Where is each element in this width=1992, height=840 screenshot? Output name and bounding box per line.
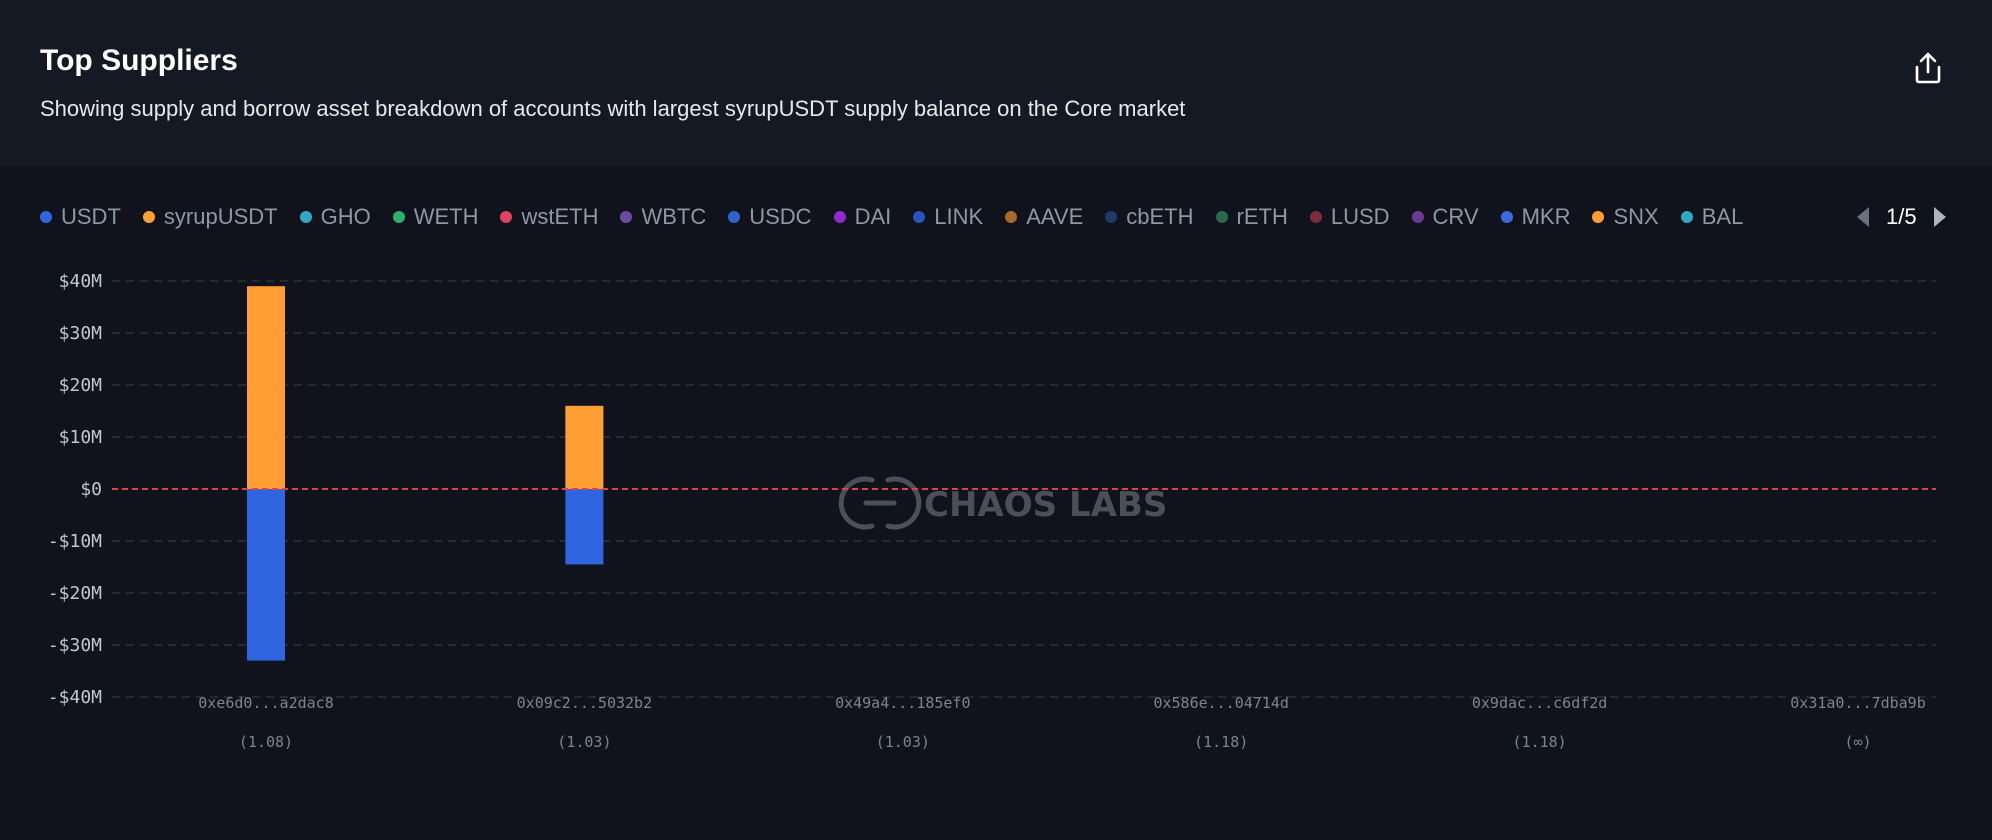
legend-item-gho[interactable]: GHO xyxy=(299,200,371,234)
legend-dot-icon xyxy=(1215,211,1228,223)
x-tick-label: 0x9dac...c6df2d xyxy=(1472,694,1607,712)
bars-layer xyxy=(247,286,604,661)
legend-dot-icon xyxy=(1592,211,1605,223)
legend-item-lusd[interactable]: LUSD xyxy=(1309,200,1390,234)
legend-item-reth[interactable]: rETH xyxy=(1215,200,1288,234)
card-subtitle: Showing supply and borrow asset breakdow… xyxy=(40,96,1186,121)
legend-item-syrupusdt[interactable]: syrupUSDT xyxy=(142,200,278,234)
legend-dot-icon xyxy=(392,211,405,223)
card-title: Top Suppliers xyxy=(40,44,238,77)
stacked-bar-chart: CHAOS LABS $40M $30M $20M $10M $0 -$10M -$20M -… xyxy=(48,271,1936,751)
legend-dot-icon xyxy=(833,211,846,223)
chart-legend: USDT syrupUSDT GHO WETH wstETH WBTC USDC DAI LIN… xyxy=(40,200,1830,234)
legend-label: USDT xyxy=(61,204,121,229)
legend-label: WBTC xyxy=(641,204,707,229)
x-tick-label: 0x49a4...185ef0 xyxy=(835,694,970,712)
legend-item-usdt[interactable]: USDT xyxy=(40,200,121,234)
legend-dot-icon xyxy=(40,211,52,223)
legend-label: LUSD xyxy=(1330,204,1390,229)
chaos-logo-icon xyxy=(838,476,922,530)
x-tick-sublabel: (1.03) xyxy=(876,733,930,751)
grid-layer xyxy=(112,280,1936,698)
legend-item-wbtc[interactable]: WBTC xyxy=(620,200,706,234)
bar-syrupusdt-0[interactable] xyxy=(247,286,285,489)
legend-item-aave[interactable]: AAVE xyxy=(1005,200,1083,234)
y-tick-label: -$40M xyxy=(48,687,102,708)
y-tick-label: -$30M xyxy=(48,635,102,656)
legend-item-wsteth[interactable]: wstETH xyxy=(500,200,598,234)
legend-dot-icon xyxy=(1005,211,1018,223)
watermark-text: CHAOS LABS xyxy=(924,485,1167,525)
legend-item-weth[interactable]: WETH xyxy=(392,200,479,234)
legend-dot-icon xyxy=(1309,211,1322,223)
legend-dot-icon xyxy=(500,211,513,223)
y-tick-label: -$20M xyxy=(48,583,102,604)
legend-item-snx[interactable]: SNX xyxy=(1592,200,1659,234)
legend-label: wstETH xyxy=(521,204,599,229)
y-tick-label: $30M xyxy=(59,323,103,344)
legend-item-cbeth[interactable]: cbETH xyxy=(1105,200,1194,234)
legend-label: AAVE xyxy=(1026,204,1084,229)
legend-label: GHO xyxy=(320,204,371,229)
y-tick-label: -$10M xyxy=(48,531,102,552)
bar-usdt-1[interactable] xyxy=(565,489,604,565)
legend-label: MKR xyxy=(1521,204,1571,229)
legend-label: CRV xyxy=(1432,204,1479,229)
legend-page-indicator: 1/5 xyxy=(1886,204,1917,229)
legend-item-mkr[interactable]: MKR xyxy=(1500,200,1571,234)
legend-label: USDC xyxy=(749,204,812,229)
legend-dot-icon xyxy=(1411,211,1424,223)
card-header: Top Suppliers Showing supply and borrow … xyxy=(0,0,1992,167)
y-tick-label: $0 xyxy=(80,479,102,500)
y-tick-label: $40M xyxy=(59,271,103,292)
legend-item-dai[interactable]: DAI xyxy=(833,200,892,234)
legend-label: DAI xyxy=(854,204,892,229)
legend-item-bal[interactable]: BAL xyxy=(1680,200,1744,234)
x-tick-label: 0x31a0...7dba9b xyxy=(1790,694,1925,712)
axis-layer: $40M $30M $20M $10M $0 -$10M -$20M -$30M -$40M 0x… xyxy=(48,271,1926,751)
x-tick-label: 0xe6d0...a2dac8 xyxy=(198,694,333,712)
x-tick-sublabel: (1.08) xyxy=(239,733,293,751)
bar-usdt-0[interactable] xyxy=(247,489,285,661)
legend-item-link[interactable]: LINK xyxy=(913,200,983,234)
x-tick-sublabel: (1.18) xyxy=(1513,733,1567,751)
x-tick-sublabel: (1.18) xyxy=(1194,733,1248,751)
legend-dot-icon xyxy=(1105,211,1118,223)
legend-dot-icon xyxy=(1500,211,1513,223)
legend-label: SNX xyxy=(1613,204,1659,229)
legend-item-crv[interactable]: CRV xyxy=(1411,200,1479,234)
legend-dot-icon xyxy=(913,211,926,223)
bar-syrupusdt-1[interactable] xyxy=(565,405,604,489)
chaos-labs-watermark: CHAOS LABS xyxy=(838,476,1167,530)
x-tick-sublabel: (∞) xyxy=(1844,733,1871,751)
legend-dot-icon xyxy=(728,211,741,223)
legend-dot-icon xyxy=(1680,211,1693,223)
share-upload-icon[interactable] xyxy=(1908,48,1948,88)
y-tick-label: $20M xyxy=(59,375,103,396)
caret-left-icon[interactable] xyxy=(1852,200,1874,234)
legend-dot-icon xyxy=(620,211,633,223)
legend-label: LINK xyxy=(934,204,984,229)
legend-item-usdc[interactable]: USDC xyxy=(728,200,812,234)
legend-dot-icon xyxy=(299,211,312,223)
x-tick-sublabel: (1.03) xyxy=(557,733,611,751)
legend-label: BAL xyxy=(1701,204,1744,229)
y-tick-label: $10M xyxy=(59,427,103,448)
caret-right-icon[interactable] xyxy=(1929,200,1951,234)
legend-label: cbETH xyxy=(1126,204,1194,229)
x-tick-label: 0x586e...04714d xyxy=(1153,694,1288,712)
legend-dot-icon xyxy=(142,211,155,223)
legend-label: syrupUSDT xyxy=(163,204,278,229)
legend-pager: 1/5 xyxy=(1852,200,1951,234)
legend-label: WETH xyxy=(413,204,479,229)
x-tick-label: 0x09c2...5032b2 xyxy=(517,694,652,712)
legend-label: rETH xyxy=(1236,204,1288,229)
